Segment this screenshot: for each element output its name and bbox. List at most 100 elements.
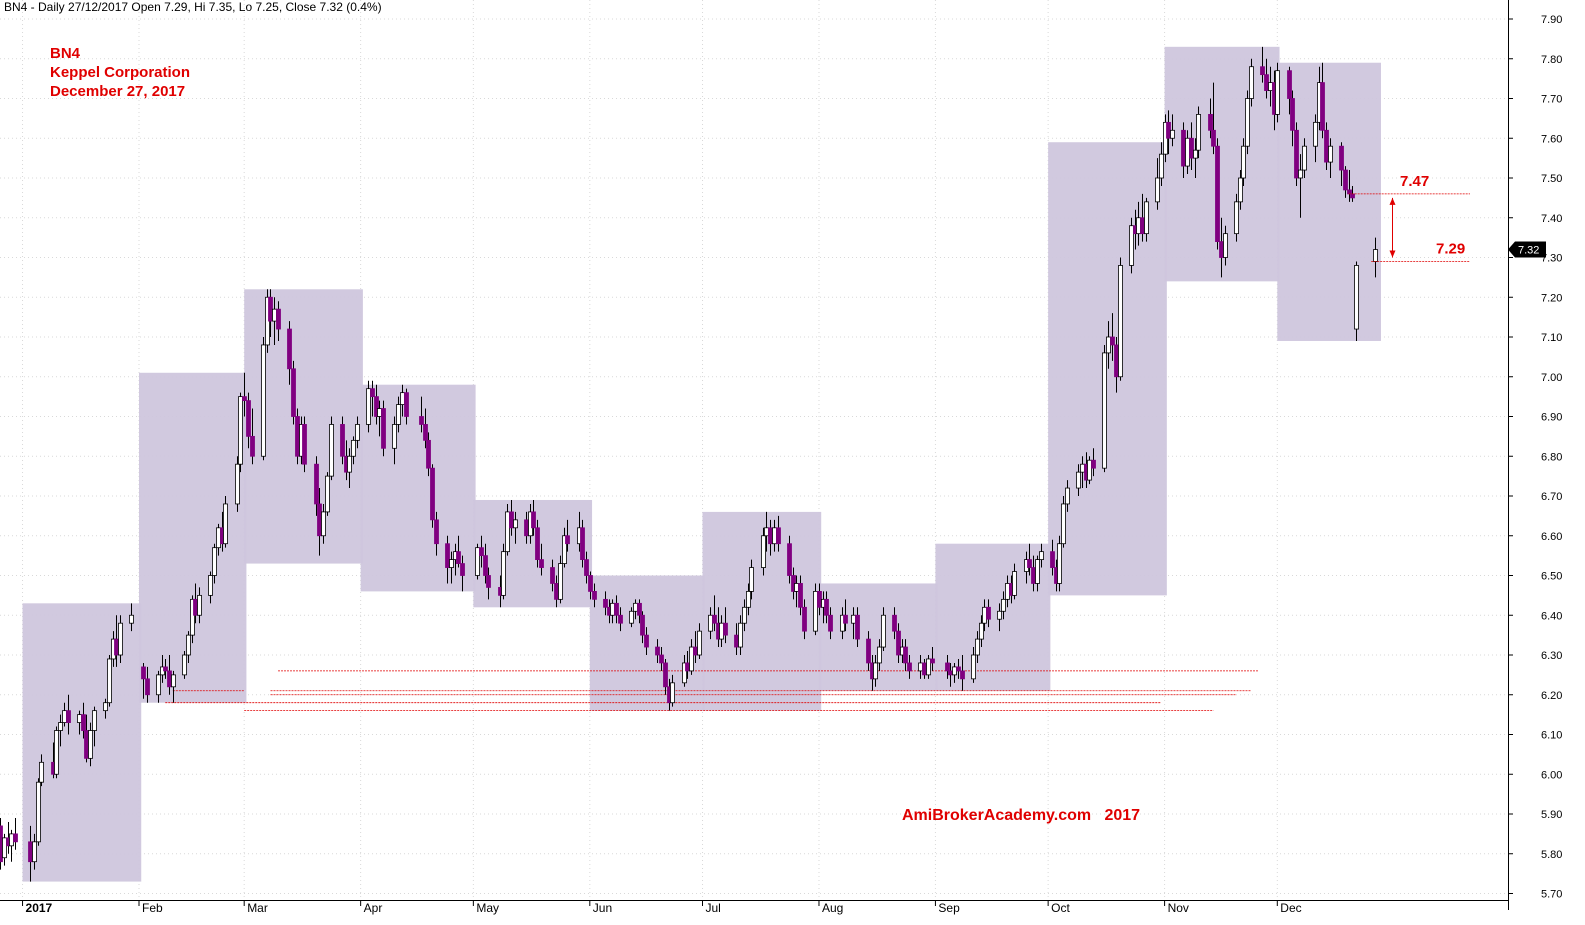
candle-bullish [1234, 193, 1239, 242]
candle-body [539, 559, 544, 568]
candle-body [881, 614, 886, 648]
y-tick-label: 7.90 [1541, 14, 1562, 26]
candle-bearish [1260, 46, 1265, 83]
candle-body [1080, 463, 1085, 473]
candle-bullish [475, 543, 480, 580]
candle-bullish [329, 416, 334, 481]
candle-bullish [682, 655, 687, 687]
y-tick-label: 7.70 [1541, 94, 1562, 106]
candle-bearish [644, 627, 649, 655]
candle-bullish [208, 571, 213, 604]
candle-body [554, 583, 559, 600]
candle-body [287, 328, 292, 370]
candle-body [828, 614, 833, 632]
candle-body [268, 296, 273, 322]
y-tick-label: 5.90 [1541, 809, 1562, 821]
candle-bearish [1189, 122, 1194, 171]
candle-body [1140, 217, 1145, 235]
candle-body [956, 666, 961, 672]
candle-bearish [1091, 448, 1096, 477]
candle-bearish [986, 599, 991, 628]
candle-bullish [1057, 535, 1062, 592]
candle-body [1110, 336, 1115, 346]
candle-body [486, 575, 491, 588]
candle-bullish [1275, 62, 1280, 123]
candle-bullish [1241, 138, 1246, 186]
candle-body [873, 662, 878, 680]
candle-body [685, 662, 690, 672]
y-tick-label: 6.30 [1541, 650, 1562, 662]
candle-body [1091, 459, 1096, 469]
candle-bullish [1245, 90, 1250, 155]
candle-body [28, 841, 33, 863]
candle-body [118, 622, 123, 656]
candle-bullish [321, 503, 326, 544]
candle-bullish [689, 639, 694, 675]
candle-body [580, 527, 585, 560]
candle-body [505, 511, 510, 553]
candle-body [1324, 129, 1329, 163]
candle-body [2, 837, 7, 859]
candle-bullish [32, 833, 37, 870]
candle-bearish [798, 575, 803, 616]
candle-bearish [314, 456, 319, 516]
candle-bearish [723, 607, 728, 644]
candle-body [1245, 98, 1250, 147]
candle-body [66, 710, 71, 723]
candle-body [1211, 129, 1216, 147]
candle-body [1050, 551, 1055, 568]
candle-body [1290, 98, 1295, 131]
candle-bearish [295, 408, 300, 465]
candle-bullish [1061, 496, 1066, 548]
candle-bullish [1298, 154, 1303, 218]
candle-body [190, 598, 195, 636]
candle-bullish [501, 543, 506, 600]
candle-bearish [1287, 66, 1292, 115]
candle-body [156, 674, 161, 696]
candle-bullish [697, 623, 702, 659]
candle-bearish [242, 372, 247, 417]
candle-body [550, 567, 555, 584]
candle-body [614, 602, 619, 616]
candle-bullish [1118, 257, 1123, 381]
candle-body [501, 551, 506, 596]
candle-bullish [1087, 456, 1092, 485]
candle-body [9, 833, 14, 847]
candle-bearish [486, 567, 491, 600]
candle-bearish [1294, 122, 1299, 186]
candle-bullish [1313, 114, 1318, 163]
candle-bullish [1001, 591, 1006, 620]
candle-body [1012, 571, 1017, 596]
candle-bullish [877, 639, 882, 671]
candle-bullish [926, 655, 931, 679]
last-price-tag-shape [1508, 241, 1546, 258]
candle-body [1102, 352, 1107, 469]
candle-bearish [1208, 98, 1213, 139]
candle-bullish [558, 555, 563, 604]
candle-body [1181, 129, 1186, 167]
candle-body [948, 670, 953, 676]
candle-bullish [449, 551, 454, 584]
candle-body [145, 678, 150, 696]
candle-body [787, 543, 792, 576]
candle-bullish [156, 670, 161, 703]
candle-bearish [1215, 138, 1220, 250]
candle-bullish [1302, 138, 1307, 178]
candle-body [524, 519, 529, 537]
candle-body [1343, 169, 1348, 191]
candle-body [182, 654, 187, 676]
candle-bearish [1290, 90, 1295, 147]
candle-body [918, 662, 923, 672]
candle-bullish [1354, 261, 1359, 341]
candle-body [922, 662, 927, 676]
candle-bearish [250, 408, 255, 465]
y-tick-label: 6.20 [1541, 690, 1562, 702]
candle-body [1287, 70, 1292, 99]
candle-body [892, 614, 897, 632]
candle-bullish [1076, 464, 1081, 496]
candle-bearish [1343, 166, 1348, 198]
candle-body [1223, 233, 1228, 258]
candle-body [392, 424, 397, 449]
candle-body [558, 563, 563, 600]
